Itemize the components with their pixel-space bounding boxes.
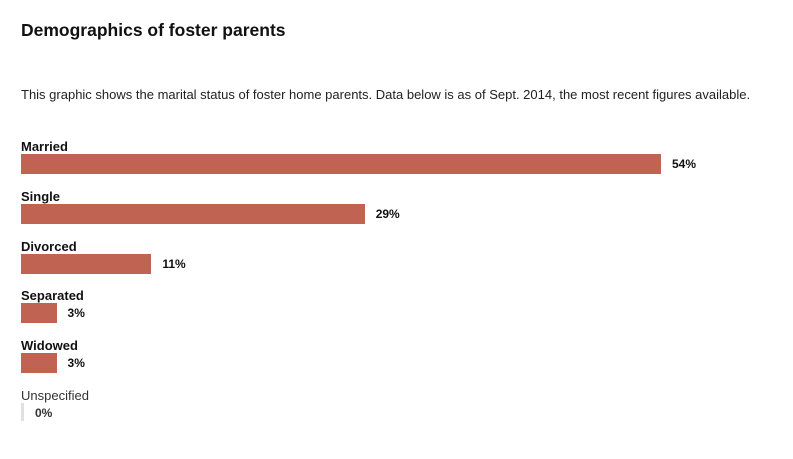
value-label: 3% bbox=[67, 306, 85, 321]
value-label: 54% bbox=[672, 157, 697, 171]
bar bbox=[21, 253, 152, 274]
category-label: Married bbox=[21, 139, 68, 154]
value-label: 29% bbox=[375, 206, 400, 221]
category-label: Divorced bbox=[21, 238, 77, 254]
bar bbox=[21, 154, 661, 174]
value-label: 3% bbox=[67, 356, 85, 371]
bar bbox=[21, 303, 57, 324]
category-label: Widowed bbox=[21, 338, 78, 354]
category-label: Separated bbox=[21, 288, 84, 304]
chart-title: Demographics of foster parents bbox=[21, 20, 286, 40]
bar bbox=[21, 203, 365, 224]
value-label: 0% bbox=[35, 406, 53, 420]
chart-subtitle: This graphic shows the marital status of… bbox=[21, 87, 751, 102]
category-label: Unspecified bbox=[21, 388, 89, 403]
value-label: 11% bbox=[162, 256, 186, 271]
bar bbox=[21, 403, 24, 421]
category-label: Single bbox=[21, 188, 61, 204]
bar bbox=[21, 353, 57, 374]
